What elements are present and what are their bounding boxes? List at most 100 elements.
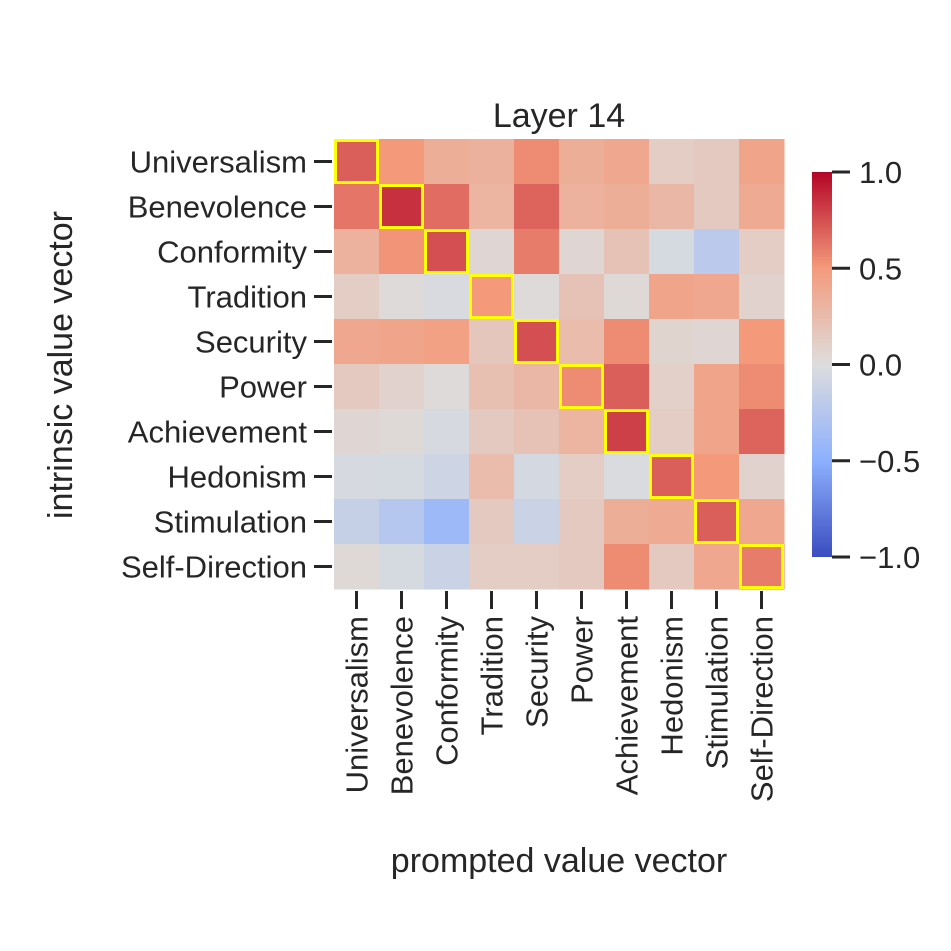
- y-tick-label: Hedonism: [167, 460, 307, 495]
- x-tick-label: Self-Direction: [745, 616, 780, 802]
- heatmap-cell: [649, 544, 695, 590]
- colorbar-tick-label: −1.0: [859, 540, 920, 575]
- heatmap-cell: [514, 229, 560, 275]
- heatmap-cell: [649, 364, 695, 410]
- heatmap-cell: [559, 454, 605, 500]
- heatmap-cell: [424, 364, 470, 410]
- heatmap-cell: [469, 229, 515, 275]
- colorbar-tick-label: −0.5: [859, 444, 920, 479]
- heatmap-cell: [424, 319, 470, 365]
- y-tick-label: Universalism: [130, 145, 307, 180]
- heatmap-cell: [604, 184, 650, 230]
- heatmap-cell: [469, 139, 515, 185]
- heatmap-cell: [334, 274, 380, 320]
- heatmap-cell: [649, 454, 695, 500]
- heatmap-cell: [379, 454, 425, 500]
- heatmap-cell: [649, 319, 695, 365]
- heatmap-cell: [379, 229, 425, 275]
- heatmap-cell: [649, 409, 695, 455]
- heatmap-cell: [694, 364, 740, 410]
- heatmap-cell: [649, 499, 695, 545]
- diagonal-highlight-box: [514, 319, 559, 364]
- heatmap-cell: [424, 139, 470, 185]
- heatmap-cell: [559, 409, 605, 455]
- heatmap-cell: [604, 229, 650, 275]
- heatmap-cell: [379, 184, 425, 230]
- heatmap-cell: [559, 499, 605, 545]
- x-tick-label: Tradition: [475, 616, 510, 735]
- diagonal-highlight-box: [424, 229, 469, 274]
- heatmap-cell: [424, 229, 470, 275]
- x-tick-label: Benevolence: [385, 616, 420, 795]
- heatmap-cells: [334, 139, 785, 590]
- y-axis-label: intrinsic value vector: [42, 211, 80, 519]
- heatmap-cell: [739, 229, 785, 275]
- heatmap-cell: [424, 274, 470, 320]
- chart-title: Layer 14: [493, 97, 625, 135]
- heatmap-cell: [739, 544, 785, 590]
- diagonal-highlights: [334, 139, 784, 589]
- heatmap-cell: [559, 139, 605, 185]
- heatmap-cell: [469, 454, 515, 500]
- heatmap-cell: [334, 184, 380, 230]
- heatmap-cell: [379, 409, 425, 455]
- x-tick-label: Conformity: [430, 616, 465, 766]
- heatmap-cell: [739, 274, 785, 320]
- colorbar-tick-label: 0.5: [859, 251, 902, 286]
- heatmap-cell: [739, 364, 785, 410]
- y-tick-label: Self-Direction: [121, 550, 307, 585]
- y-tick-label: Security: [195, 325, 307, 360]
- heatmap-cell: [514, 364, 560, 410]
- heatmap-cell: [379, 319, 425, 365]
- heatmap-cell: [469, 364, 515, 410]
- x-axis-label: prompted value vector: [391, 842, 727, 880]
- heatmap-cell: [514, 409, 560, 455]
- heatmap-cell: [694, 544, 740, 590]
- x-tick-label: Hedonism: [655, 616, 690, 756]
- heatmap-cell: [604, 319, 650, 365]
- heatmap-cell: [514, 499, 560, 545]
- heatmap-cell: [379, 274, 425, 320]
- heatmap-cell: [514, 184, 560, 230]
- x-tick-label: Universalism: [340, 616, 375, 793]
- heatmap-cell: [514, 139, 560, 185]
- y-tick-label: Achievement: [128, 415, 308, 450]
- heatmap-cell: [334, 499, 380, 545]
- y-tick-label: Power: [219, 370, 307, 405]
- heatmap-cell: [604, 499, 650, 545]
- heatmap-cell: [334, 364, 380, 410]
- heatmap-cell: [694, 319, 740, 365]
- heatmap-cell: [694, 184, 740, 230]
- heatmap-cell: [559, 184, 605, 230]
- diagonal-highlight-box: [739, 544, 784, 589]
- heatmap-cell: [514, 544, 560, 590]
- heatmap-cell: [604, 409, 650, 455]
- heatmap-cell: [469, 499, 515, 545]
- colorbar-tick-label: 1.0: [859, 155, 902, 190]
- heatmap-cell: [424, 499, 470, 545]
- heatmap-cell: [469, 319, 515, 365]
- heatmap-cell: [424, 454, 470, 500]
- heatmap-cell: [604, 364, 650, 410]
- y-axis-ticks: Universalism Benevolence Conformity Traditi…: [121, 145, 332, 585]
- x-tick-label: Achievement: [610, 616, 645, 796]
- heatmap-cell: [739, 139, 785, 185]
- heatmap-cell: [604, 544, 650, 590]
- heatmap-cell: [424, 544, 470, 590]
- heatmap-cell: [334, 454, 380, 500]
- heatmap-cell: [649, 184, 695, 230]
- heatmap-cell: [469, 274, 515, 320]
- diagonal-highlight-box: [469, 274, 514, 319]
- heatmap-cell: [334, 139, 380, 185]
- heatmap-cell: [514, 274, 560, 320]
- y-tick-label: Tradition: [188, 280, 307, 315]
- heatmap-cell: [604, 454, 650, 500]
- diagonal-highlight-box: [694, 499, 739, 544]
- heatmap-cell: [739, 184, 785, 230]
- heatmap-cell: [379, 139, 425, 185]
- heatmap-cell: [334, 544, 380, 590]
- heatmap-cell: [559, 544, 605, 590]
- colorbar: 1.0 0.5 0.0 −0.5 −1.0: [812, 155, 920, 575]
- heatmap-cell: [694, 274, 740, 320]
